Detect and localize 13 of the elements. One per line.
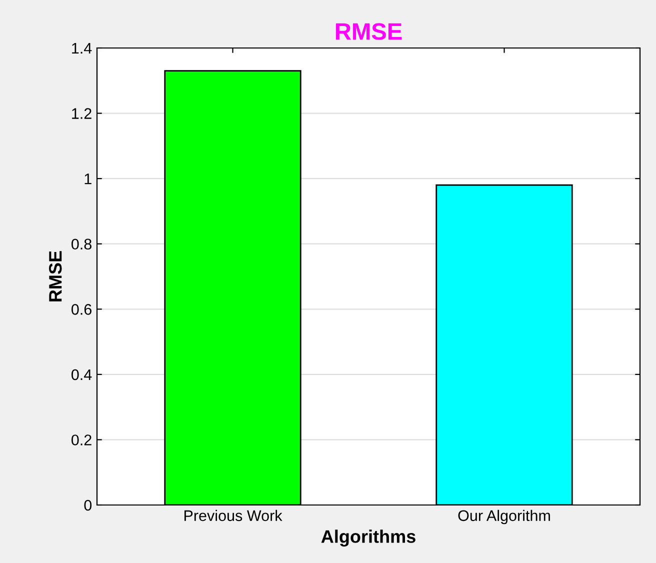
y-tick-label: 1: [84, 174, 92, 184]
chart-title: RMSE: [336, 23, 402, 40]
y-tick-label: 1.2: [72, 108, 92, 119]
y-axis-title: RMSE: [48, 251, 62, 302]
y-tick-label: 0.2: [72, 434, 92, 446]
y-tick-label: 0.6: [72, 304, 92, 315]
x-tick-label: Our Algorithm: [458, 510, 550, 524]
y-tick-label: 1.4: [72, 43, 92, 54]
x-axis-title: Algorithms: [321, 530, 416, 547]
y-tick-label: 0.8: [72, 238, 92, 250]
y-tick-label: 0: [84, 500, 92, 511]
y-tick-label: 0.4: [72, 369, 92, 380]
x-tick-label: Previous Work: [184, 510, 282, 522]
